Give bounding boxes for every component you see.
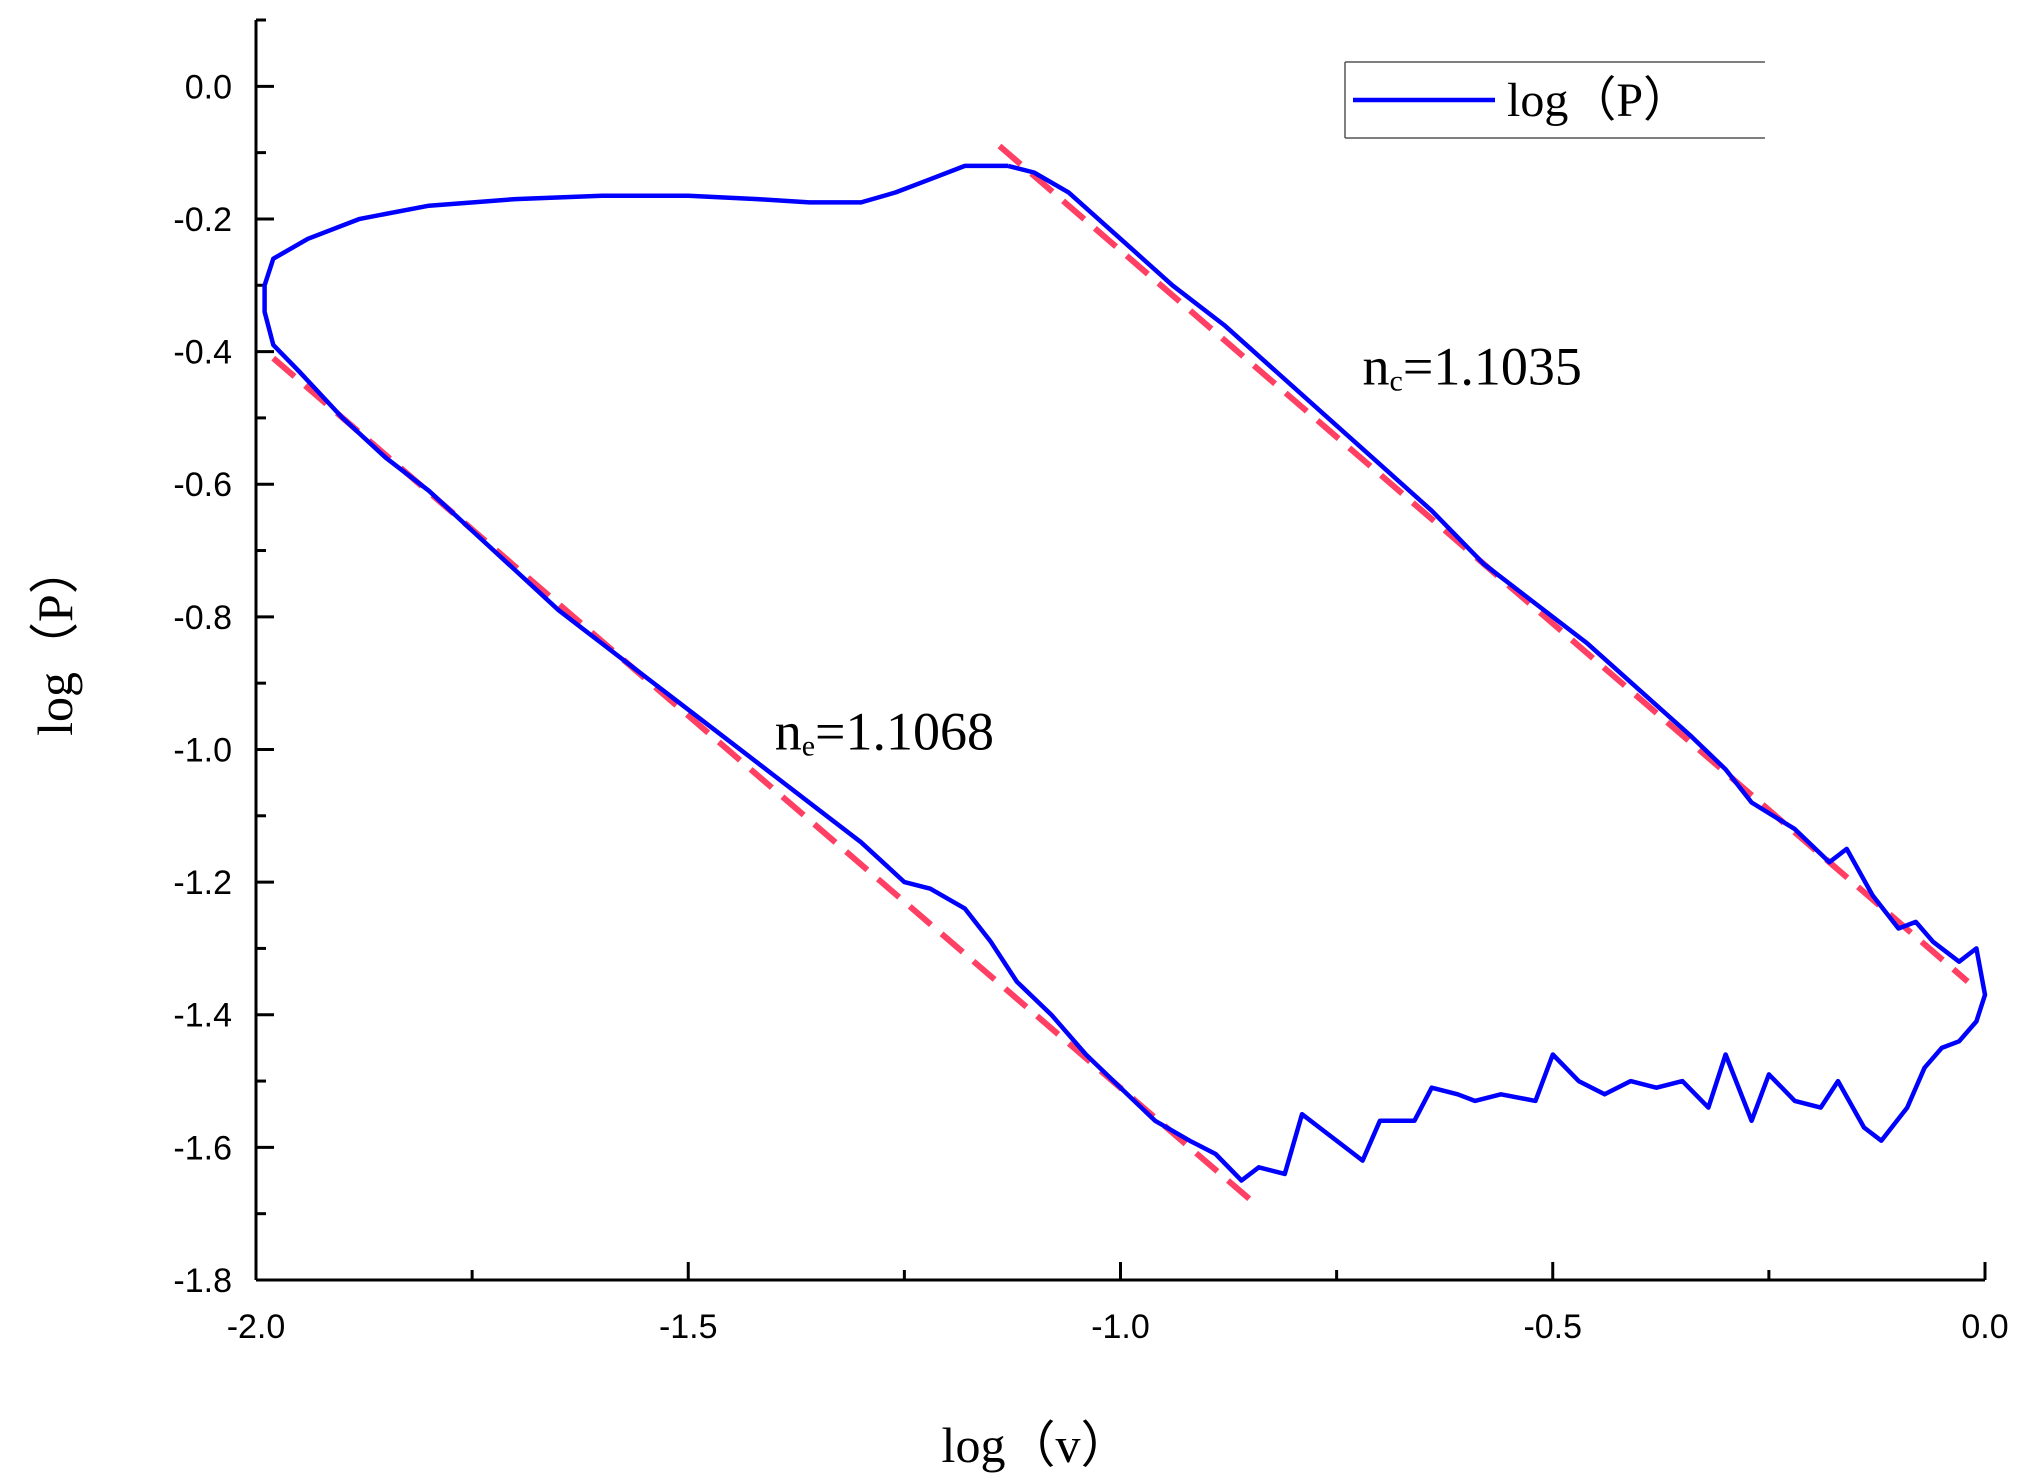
y-tick-label: 0.0 — [185, 68, 232, 106]
x-tick-label: -1.0 — [1091, 1308, 1150, 1346]
fit-annotation: ne=1.1068 — [775, 701, 994, 762]
y-tick-label: -1.8 — [173, 1262, 232, 1300]
x-axis-title: log（v） — [942, 1417, 1131, 1473]
y-tick-label: -1.4 — [173, 997, 232, 1035]
y-axis-title: log（P） — [27, 544, 83, 736]
y-tick-label: -1.2 — [173, 864, 232, 902]
x-tick-label: -2.0 — [227, 1308, 286, 1346]
legend-label: log（P） — [1507, 74, 1691, 127]
series-line — [262, 163, 1988, 1183]
axes — [254, 20, 1985, 1282]
y-tick-label: -1.6 — [173, 1129, 232, 1167]
x-tick-label: 0.0 — [1961, 1308, 2008, 1346]
ticks: -2.0 -1.5 -1.0 -0.5 0.0 0.0 -0.2 -0.4 -0.6 -0.8 -1… — [173, 18, 2009, 1346]
fit-annotation: nc=1.1035 — [1363, 337, 1582, 398]
fit-lines — [271, 143, 1970, 1210]
x-tick-label: -1.5 — [659, 1308, 718, 1346]
y-tick-label: -0.8 — [173, 599, 232, 637]
legend: log（P） — [1344, 61, 1765, 139]
x-tick-label: -0.5 — [1523, 1308, 1582, 1346]
y-tick-label: -0.4 — [173, 334, 232, 372]
y-tick-label: -0.6 — [173, 466, 232, 504]
annotations: nc=1.1035 ne=1.1068 — [775, 337, 1582, 763]
y-tick-label: -1.0 — [173, 731, 232, 769]
series-layer — [262, 163, 1988, 1183]
y-tick-label: -0.2 — [173, 201, 232, 239]
